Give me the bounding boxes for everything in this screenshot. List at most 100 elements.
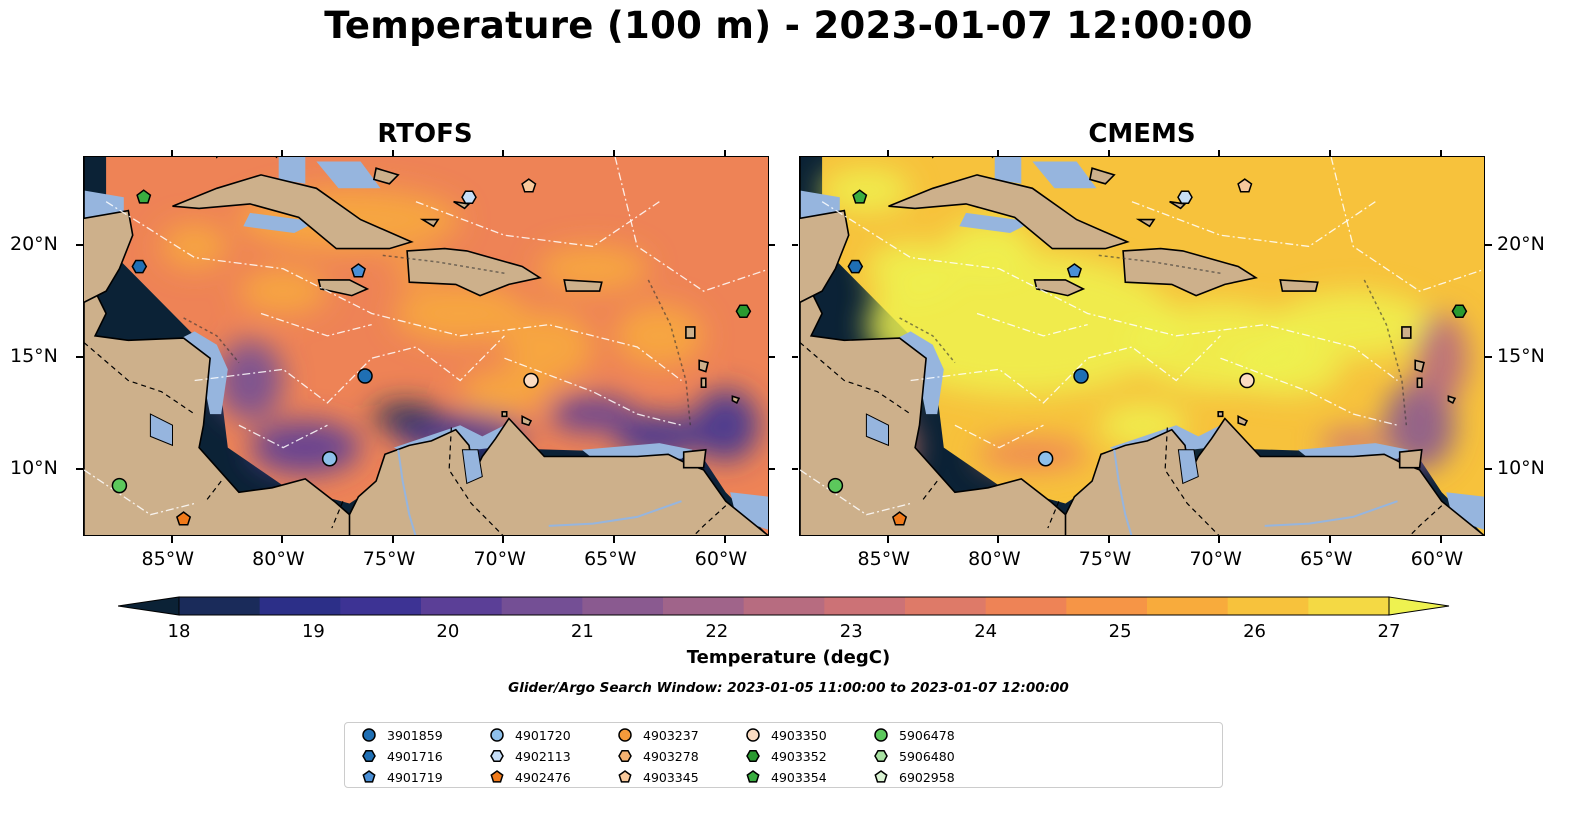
lon-tick-mark xyxy=(391,150,394,156)
legend-item-6902958: 6902958 xyxy=(873,769,955,785)
lon-tick-mark xyxy=(1107,536,1110,543)
lat-tick-mark xyxy=(1485,467,1492,470)
lon-tick-mark xyxy=(886,536,889,543)
hexagon-marker-icon xyxy=(874,750,888,762)
lat-tick-mark xyxy=(769,244,775,247)
search-window-text: Glider/Argo Search Window: 2023-01-05 11… xyxy=(508,680,1069,696)
colorbar-segment xyxy=(743,597,825,615)
float-marker-3901859 xyxy=(357,368,373,384)
panel-title-rtofs: RTOFS xyxy=(377,119,473,149)
legend-item-5906480: 5906480 xyxy=(873,748,955,764)
float-marker-4903350 xyxy=(1239,372,1255,389)
pentagon-marker-icon xyxy=(746,770,760,783)
float-marker-4901720 xyxy=(321,451,338,467)
colorbar xyxy=(117,593,1450,623)
legend-label: 4901720 xyxy=(515,727,571,743)
lon-tick-label: 70°W xyxy=(473,548,526,570)
float-marker-4903350 xyxy=(523,372,539,389)
legend-label: 3901859 xyxy=(387,727,443,743)
lon-tick-mark xyxy=(886,150,889,156)
lon-tick-mark xyxy=(997,150,1000,156)
legend-item-5906478: 5906478 xyxy=(873,727,955,743)
lon-tick-mark xyxy=(1329,536,1332,543)
colorbar-segment xyxy=(985,597,1067,615)
legend-label: 4902476 xyxy=(515,769,571,785)
pentagon-marker-icon xyxy=(362,770,376,783)
colorbar-tick-label: 25 xyxy=(1108,621,1132,642)
lon-tick-mark xyxy=(997,536,1000,543)
colorbar-segment xyxy=(179,597,261,615)
map-canvas-rtofs xyxy=(84,157,768,535)
lat-tick-label: 10°N xyxy=(10,456,58,479)
lon-tick-mark xyxy=(281,536,284,543)
lat-tick-label: 20°N xyxy=(10,233,58,256)
float-marker-4901719 xyxy=(1066,263,1082,278)
lon-tick-mark xyxy=(281,150,284,156)
lon-tick-mark xyxy=(723,150,726,156)
hexagon-marker-icon xyxy=(746,750,760,762)
lon-tick-label: 60°W xyxy=(1410,548,1464,570)
map-canvas-cmems xyxy=(800,157,1484,535)
colorbar-tick-label: 22 xyxy=(705,621,729,642)
lon-tick-label: 75°W xyxy=(1078,548,1132,570)
lat-tick-label: 15°N xyxy=(10,345,58,368)
lat-tick-mark xyxy=(792,467,798,470)
lon-tick-label: 60°W xyxy=(694,548,748,570)
lon-tick-label: 80°W xyxy=(968,548,1021,570)
map-panel-cmems xyxy=(799,156,1485,536)
legend-item-4903352: 4903352 xyxy=(745,748,827,764)
colorbar-segment xyxy=(421,597,503,615)
lon-tick-mark xyxy=(613,150,616,156)
hexagon-marker-icon xyxy=(618,750,632,762)
pentagon-marker-icon xyxy=(490,770,504,783)
lat-tick-mark xyxy=(792,356,798,359)
colorbar-segment xyxy=(501,597,583,615)
float-marker-4902476 xyxy=(176,511,192,526)
lon-tick-mark xyxy=(502,536,505,543)
legend-item-4901719: 4901719 xyxy=(361,769,443,785)
pentagon-marker-icon xyxy=(874,770,888,783)
float-marker-4901720 xyxy=(1037,451,1054,467)
circle-marker-icon xyxy=(874,728,888,742)
lon-tick-label: 80°W xyxy=(252,548,305,570)
float-marker-4902476 xyxy=(892,511,908,526)
lon-tick-label: 85°W xyxy=(857,548,910,570)
lon-tick-label: 75°W xyxy=(362,548,416,570)
circle-marker-icon xyxy=(618,728,632,742)
float-marker-4903354 xyxy=(852,189,868,204)
legend-label: 5906480 xyxy=(899,748,955,764)
colorbar-segment xyxy=(824,597,906,615)
legend-item-4903278: 4903278 xyxy=(617,748,699,764)
lon-tick-label: 65°W xyxy=(584,548,637,570)
legend-item-3901859: 3901859 xyxy=(361,727,443,743)
circle-marker-icon xyxy=(490,728,504,742)
float-marker-4903354 xyxy=(136,189,152,204)
lat-tick-mark xyxy=(76,467,83,470)
float-marker-4903352 xyxy=(1451,304,1468,319)
legend-label: 4902113 xyxy=(515,748,571,764)
figure-title: Temperature (100 m) - 2023-01-07 12:00:0… xyxy=(324,4,1253,47)
colorbar-segment xyxy=(1147,597,1229,615)
lat-tick-label: 20°N xyxy=(1497,233,1545,256)
legend-label: 4903345 xyxy=(643,769,699,785)
lon-tick-mark xyxy=(502,150,505,156)
float-marker-4903345 xyxy=(521,178,537,193)
circle-marker-icon xyxy=(362,728,376,742)
colorbar-title: Temperature (degC) xyxy=(686,647,891,668)
legend-item-4903354: 4903354 xyxy=(745,769,827,785)
map-panel-rtofs xyxy=(83,156,769,536)
legend-label: 4901716 xyxy=(387,748,443,764)
colorbar-tick-label: 18 xyxy=(167,621,191,642)
float-marker-4901716 xyxy=(131,259,148,274)
colorbar-segment xyxy=(1308,597,1390,615)
lon-tick-mark xyxy=(1329,150,1332,156)
colorbar-segment xyxy=(905,597,987,615)
legend-label: 5906478 xyxy=(899,727,955,743)
float-marker-5906478 xyxy=(111,477,128,494)
float-legend: 3901859 4901716 4901719 4901720 4902113 49024… xyxy=(344,722,1223,788)
lon-tick-mark xyxy=(1107,150,1110,156)
float-marker-4901719 xyxy=(350,263,366,278)
legend-item-4903350: 4903350 xyxy=(745,727,827,743)
legend-label: 4903278 xyxy=(643,748,699,764)
float-marker-4903352 xyxy=(735,304,752,319)
